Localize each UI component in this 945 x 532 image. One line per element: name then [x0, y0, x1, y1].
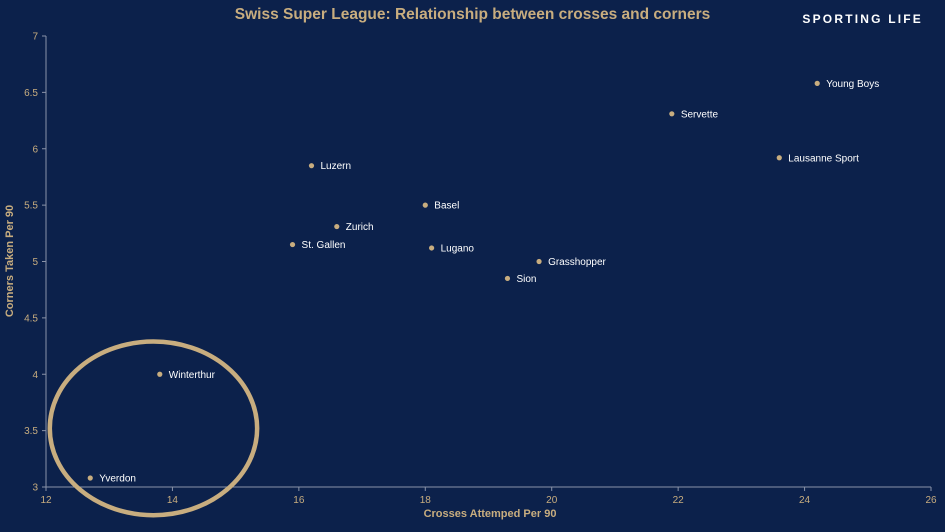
data-label: Luzern — [321, 161, 352, 172]
data-point — [814, 80, 820, 86]
data-label: Grasshopper — [548, 257, 606, 268]
y-tick-label: 3.5 — [24, 426, 38, 437]
annotation-layer — [47, 339, 260, 518]
y-tick-label: 5 — [32, 257, 38, 268]
x-tick-label: 26 — [925, 495, 937, 506]
data-label: Sion — [516, 274, 536, 285]
data-point — [504, 275, 511, 282]
y-axis-ticks: 3 3.5 4 4.5 5 5.5 6 6.5 7 — [24, 32, 46, 494]
chart-title: Swiss Super League: Relationship between… — [234, 6, 711, 23]
data-point — [776, 155, 782, 161]
axes — [45, 36, 931, 488]
highlight-ellipse — [47, 339, 260, 518]
x-tick-label: 24 — [799, 495, 811, 506]
y-tick-label: 4.5 — [24, 313, 38, 324]
data-point — [289, 241, 296, 248]
data-point — [422, 202, 428, 208]
x-tick-label: 18 — [420, 495, 432, 506]
x-axis-ticks: 12 14 16 18 20 22 24 26 — [40, 487, 937, 506]
y-tick-label: 3 — [32, 483, 38, 494]
x-tick-label: 14 — [167, 495, 179, 506]
data-point — [157, 371, 163, 377]
y-tick-label: 6 — [32, 144, 38, 155]
data-point — [308, 163, 315, 169]
data-label: Yverdon — [99, 473, 136, 484]
data-label: Lugano — [441, 243, 475, 254]
y-axis-label: Corners Taken Per 90 — [4, 204, 16, 318]
data-label: Basel — [434, 201, 459, 212]
data-label: Lausanne Sport — [788, 153, 859, 164]
data-point — [669, 111, 675, 117]
y-tick-label: 6.5 — [24, 88, 38, 99]
x-tick-label: 12 — [40, 495, 52, 506]
data-label: Zurich — [346, 222, 374, 233]
x-tick-label: 20 — [546, 495, 558, 506]
x-tick-label: 16 — [293, 495, 305, 506]
y-tick-label: 4 — [32, 370, 38, 381]
data-label: Winterthur — [169, 370, 216, 381]
data-point — [87, 475, 93, 481]
y-tick-label: 7 — [32, 32, 38, 43]
data-point — [334, 223, 340, 230]
y-tick-label: 5.5 — [24, 201, 38, 212]
data-label: Young Boys — [826, 79, 879, 90]
x-axis-label: Crosses Attemped Per 90 — [423, 508, 557, 520]
x-tick-label: 22 — [673, 495, 685, 506]
data-label: Servette — [681, 109, 719, 120]
brand-logo: SPORTING LIFE — [802, 12, 923, 26]
data-point — [536, 258, 542, 265]
data-label: St. Gallen — [302, 240, 346, 251]
data-points: Young Boys Servette Lausanne Sport Luzern Ba… — [87, 79, 879, 484]
data-point — [429, 245, 435, 251]
